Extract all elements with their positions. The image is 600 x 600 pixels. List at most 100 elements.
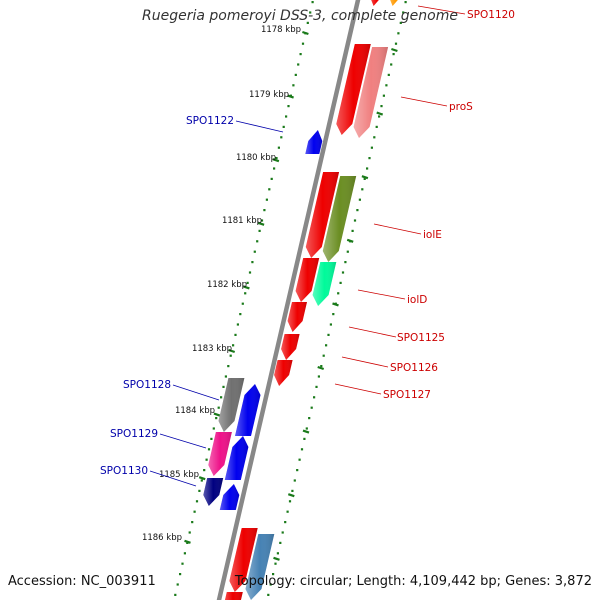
gene-label-SPO1122[interactable]: SPO1122 — [186, 115, 234, 127]
minor-tick — [309, 11, 312, 14]
minor-tick — [239, 313, 242, 316]
gene-label-SPO1130[interactable]: SPO1130 — [100, 465, 148, 477]
minor-tick — [337, 292, 340, 295]
minor-tick — [174, 593, 177, 596]
minor-tick — [176, 583, 179, 586]
minor-tick — [277, 146, 280, 149]
minor-tick — [341, 271, 345, 274]
minor-tick — [291, 489, 294, 492]
major-tick — [198, 476, 206, 481]
gene-shading — [235, 384, 261, 436]
gene-label-SPO1127[interactable]: SPO1127 — [383, 389, 431, 401]
minor-tick — [198, 489, 201, 492]
minor-tick — [229, 354, 232, 357]
minor-tick — [339, 281, 342, 284]
label-leaders — [149, 5, 466, 487]
leader-line — [159, 433, 207, 449]
gene-SPO1128-b[interactable] — [235, 384, 261, 436]
minor-tick — [394, 42, 398, 45]
kbp-tick-label: 1178 kbp — [261, 25, 301, 35]
gene-label-SPO1126[interactable]: SPO1126 — [390, 362, 438, 374]
gene-SPO1128-a[interactable] — [218, 378, 245, 432]
gene-lower-steel[interactable] — [245, 534, 275, 600]
gene-iolE-b[interactable] — [322, 176, 357, 262]
minor-tick — [399, 21, 402, 24]
minor-tick — [179, 573, 182, 576]
gene-proS-b[interactable] — [353, 47, 389, 138]
gene-SPO1126[interactable] — [281, 334, 300, 360]
minor-tick — [294, 73, 297, 76]
gene-iolD-a[interactable] — [295, 258, 320, 302]
gene-lower-red[interactable] — [229, 528, 258, 592]
minor-tick — [183, 552, 186, 555]
minor-tick — [263, 209, 266, 212]
minor-tick — [210, 437, 213, 440]
leader-line — [341, 356, 389, 368]
minor-tick — [220, 396, 223, 399]
minor-tick — [358, 198, 361, 201]
gene-label-SPO1120[interactable]: SPO1120 — [467, 9, 515, 21]
gene-shading — [203, 478, 224, 506]
minor-tick — [306, 21, 309, 24]
leader-line — [417, 5, 466, 15]
gene-SPO1129-b[interactable] — [224, 436, 249, 480]
gene-iolD-b[interactable] — [312, 262, 337, 306]
minor-tick — [236, 323, 239, 326]
gene-proS-a[interactable] — [336, 44, 371, 135]
gene-label-proS[interactable]: proS — [449, 101, 473, 113]
major-tick — [376, 111, 384, 116]
gene-SPO1127[interactable] — [274, 360, 293, 386]
map-title: Ruegeria pomeroyi DSS-3, complete genome — [142, 8, 458, 24]
minor-tick — [293, 479, 296, 482]
minor-tick — [297, 63, 300, 66]
gene-shading — [353, 47, 389, 138]
minor-tick — [344, 261, 347, 264]
gene-shading — [390, 0, 398, 6]
gene-bottom-red[interactable] — [223, 592, 243, 600]
inner-tick-track — [174, 1, 314, 596]
gene-iolE-a[interactable] — [305, 172, 340, 258]
minor-tick — [267, 593, 270, 596]
minor-tick — [248, 271, 252, 274]
minor-tick — [234, 333, 237, 336]
leader-line — [149, 470, 197, 487]
major-tick — [302, 429, 310, 434]
minor-tick — [300, 448, 304, 451]
gene-SPO1130-b[interactable] — [219, 484, 240, 510]
minor-tick — [241, 302, 244, 305]
minor-tick — [232, 344, 235, 347]
gene-label-iolD[interactable]: iolD — [407, 294, 427, 306]
minor-tick — [315, 385, 318, 388]
major-tick — [287, 493, 295, 498]
minor-tick — [363, 177, 366, 180]
gene-SPO1125[interactable] — [287, 302, 307, 332]
gene-SPO1120-a[interactable] — [369, 0, 384, 6]
minor-tick — [280, 136, 283, 139]
gene-shading — [295, 258, 320, 302]
gene-label-iolE[interactable]: iolE — [423, 229, 442, 241]
leader-line — [334, 383, 382, 395]
kbp-tick-label: 1185 kbp — [159, 470, 199, 480]
minor-tick — [282, 125, 285, 128]
gene-SPO1122[interactable] — [305, 130, 323, 154]
gene-SPO1130-a[interactable] — [203, 478, 224, 506]
minor-tick — [296, 469, 299, 472]
gene-label-SPO1125[interactable]: SPO1125 — [397, 332, 445, 344]
minor-tick — [195, 500, 199, 503]
minor-tick — [269, 583, 272, 586]
minor-tick — [244, 292, 247, 295]
minor-tick — [292, 84, 295, 87]
minor-tick — [380, 105, 383, 108]
gene-labels: SPO1120 proS iolE iolD SPO1125 SPO1126 S… — [100, 9, 515, 477]
minor-tick — [353, 219, 357, 222]
gene-SPO1120-b[interactable] — [388, 0, 403, 6]
gene-label-SPO1128[interactable]: SPO1128 — [123, 379, 171, 391]
gene-SPO1129-a[interactable] — [208, 432, 232, 476]
kbp-tick-label: 1186 kbp — [142, 533, 182, 543]
major-tick — [317, 365, 325, 371]
minor-tick — [346, 250, 349, 253]
minor-tick — [301, 42, 305, 45]
minor-tick — [274, 562, 277, 565]
gene-label-SPO1129[interactable]: SPO1129 — [110, 428, 158, 440]
minor-tick — [356, 209, 359, 212]
